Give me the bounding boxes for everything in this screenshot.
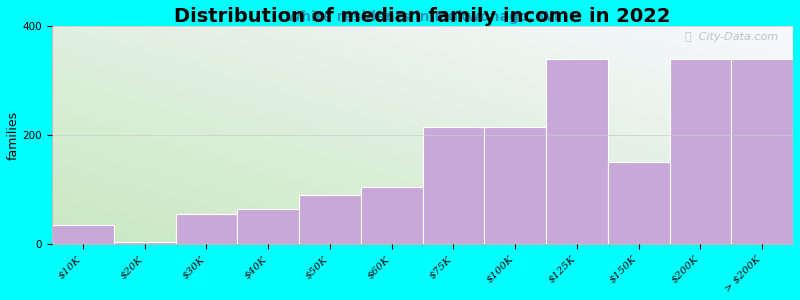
Bar bbox=[299, 195, 361, 244]
Title: Distribution of median family income in 2022: Distribution of median family income in … bbox=[174, 7, 671, 26]
Bar bbox=[238, 209, 299, 244]
Bar bbox=[608, 162, 670, 244]
Y-axis label: families: families bbox=[7, 110, 20, 160]
Bar bbox=[484, 127, 546, 244]
Bar bbox=[361, 187, 422, 244]
Bar bbox=[52, 225, 114, 244]
Text: ⓘ  City-Data.com: ⓘ City-Data.com bbox=[685, 32, 778, 43]
Bar bbox=[175, 214, 238, 244]
Bar bbox=[731, 59, 793, 244]
Bar bbox=[546, 59, 608, 244]
Bar bbox=[114, 242, 175, 244]
Bar bbox=[670, 59, 731, 244]
Bar bbox=[422, 127, 484, 244]
Text: White residents in Mukwonago, WI: White residents in Mukwonago, WI bbox=[286, 10, 559, 24]
